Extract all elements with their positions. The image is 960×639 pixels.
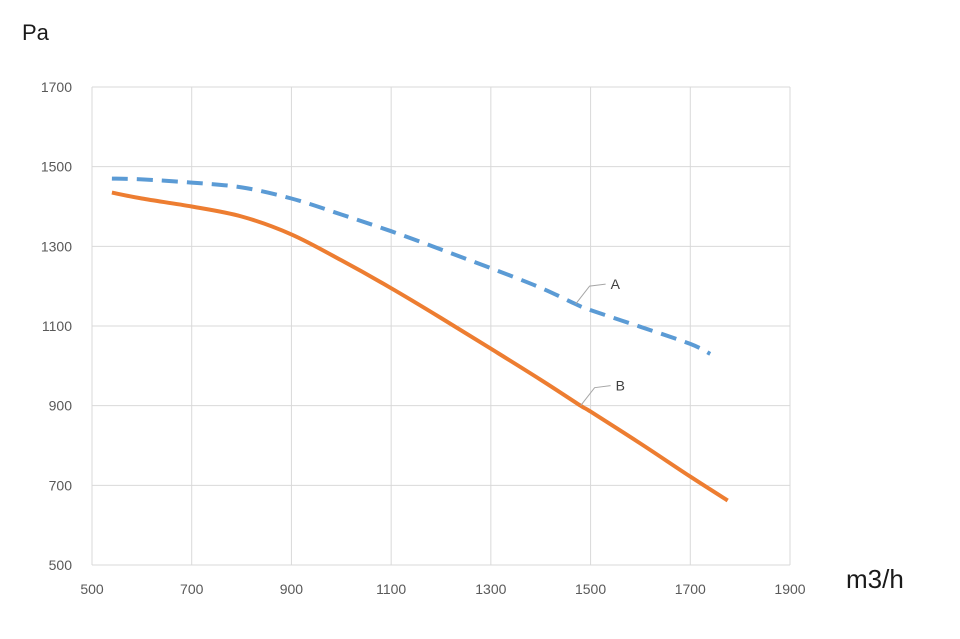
y-tick-label: 1500 xyxy=(41,159,72,175)
series-annotations: AB xyxy=(575,276,625,406)
y-tick-label: 1700 xyxy=(41,79,72,95)
series-lines xyxy=(111,176,729,503)
series-label-b: B xyxy=(616,378,625,394)
x-tick-label: 1300 xyxy=(475,581,506,597)
annotation-leader-a xyxy=(575,283,606,305)
y-tick-label: 700 xyxy=(49,477,73,493)
x-axis-label: m3/h xyxy=(846,564,904,594)
y-tick-label: 900 xyxy=(49,398,73,414)
x-tick-label: 900 xyxy=(280,581,304,597)
y-tick-label: 500 xyxy=(49,557,73,573)
grid xyxy=(91,86,791,566)
y-tick-label: 1300 xyxy=(41,238,72,254)
axis-ticks: 500 700 900 1100 1300 1500 1700 1900 500 700 900 11… xyxy=(41,79,806,597)
series-label-a: A xyxy=(611,276,621,292)
x-tick-label: 1500 xyxy=(575,581,606,597)
y-tick-label: 1100 xyxy=(42,318,72,334)
x-tick-label: 700 xyxy=(180,581,204,597)
annotation-leader-b xyxy=(580,385,611,406)
x-tick-label: 500 xyxy=(80,581,104,597)
series-line-b xyxy=(111,190,729,503)
y-axis-label: Pa xyxy=(22,20,50,45)
x-tick-label: 1700 xyxy=(675,581,706,597)
x-tick-label: 1900 xyxy=(774,581,805,597)
series-line-a xyxy=(111,176,712,356)
x-tick-label: 1100 xyxy=(376,581,406,597)
